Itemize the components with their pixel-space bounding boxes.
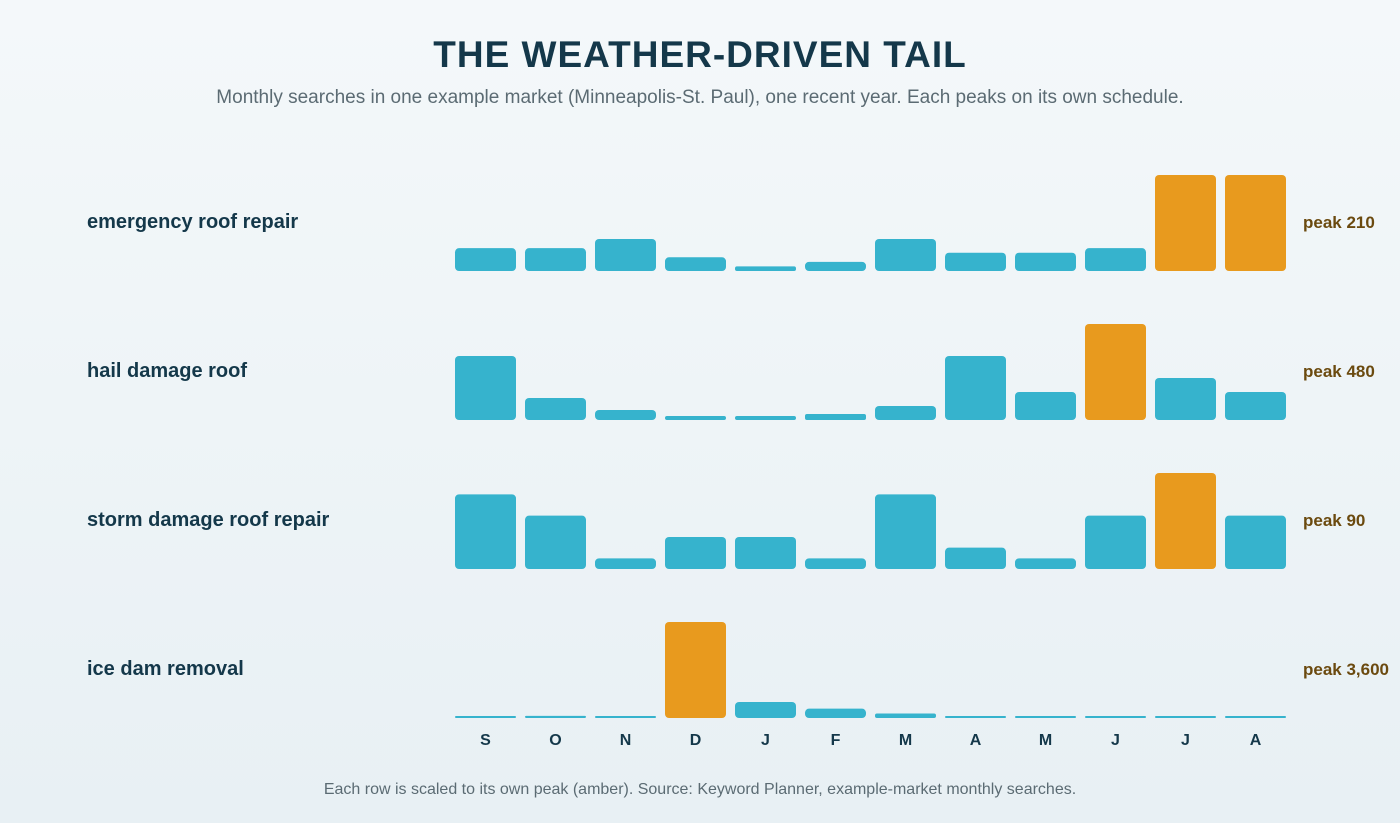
month-tick-label: O [549, 732, 561, 749]
bar [805, 414, 866, 420]
peak-bar [1225, 175, 1286, 271]
bar [875, 494, 936, 569]
bar [595, 558, 656, 569]
month-tick-label: N [620, 732, 632, 749]
month-tick-label: M [1039, 732, 1052, 749]
bar [805, 558, 866, 569]
bar [805, 708, 866, 718]
bar [1015, 392, 1076, 420]
bar [735, 266, 796, 271]
bar [945, 252, 1006, 271]
bar [665, 537, 726, 569]
bar [455, 716, 516, 718]
row-label: emergency roof repair [87, 211, 298, 233]
bar [735, 537, 796, 569]
chart-footnote: Each row is scaled to its own peak (ambe… [323, 781, 1077, 798]
bar [1015, 558, 1076, 569]
bar [525, 248, 586, 271]
chart-title: THE WEATHER-DRIVEN TAIL [433, 34, 967, 75]
bar [525, 515, 586, 569]
month-tick-label: F [831, 732, 841, 749]
month-tick-label: J [1111, 732, 1120, 749]
bar [1015, 716, 1076, 718]
month-tick-label: S [480, 732, 491, 749]
peak-bar [665, 622, 726, 718]
peak-bar [1085, 324, 1146, 420]
peak-label: peak 210 [1303, 213, 1375, 232]
month-tick-label: J [1181, 732, 1190, 749]
bar [735, 416, 796, 420]
month-tick-label: D [690, 732, 702, 749]
bar [665, 416, 726, 420]
bar [1015, 252, 1076, 271]
peak-label: peak 90 [1303, 511, 1365, 530]
row-label: ice dam removal [87, 658, 244, 680]
bar [875, 239, 936, 271]
bar [595, 716, 656, 718]
bar [805, 261, 866, 271]
bar [735, 702, 796, 718]
bar [945, 356, 1006, 420]
bar [595, 410, 656, 420]
bar [525, 715, 586, 718]
bar [1085, 716, 1146, 718]
bar [455, 248, 516, 271]
bar [1085, 515, 1146, 569]
peak-label: peak 3,600 [1303, 660, 1389, 679]
bar [455, 356, 516, 420]
bar [945, 547, 1006, 569]
bar [525, 398, 586, 420]
bar [1155, 716, 1216, 718]
bar [1225, 716, 1286, 718]
peak-label: peak 480 [1303, 362, 1375, 381]
month-tick-label: A [970, 732, 982, 749]
chart-subtitle: Monthly searches in one example market (… [216, 87, 1184, 108]
month-tick-label: A [1250, 732, 1262, 749]
bar [1155, 378, 1216, 420]
bar [875, 713, 936, 718]
bar [595, 239, 656, 271]
peak-bar [1155, 473, 1216, 569]
bar [665, 257, 726, 271]
bar [1225, 392, 1286, 420]
bar [875, 406, 936, 420]
bar [455, 494, 516, 569]
peak-bar [1155, 175, 1216, 271]
row-label: hail damage roof [87, 360, 247, 382]
bar [1225, 515, 1286, 569]
month-tick-label: J [761, 732, 770, 749]
month-tick-label: M [899, 732, 912, 749]
bar [945, 716, 1006, 718]
bar [1085, 248, 1146, 271]
row-label: storm damage roof repair [87, 509, 330, 531]
